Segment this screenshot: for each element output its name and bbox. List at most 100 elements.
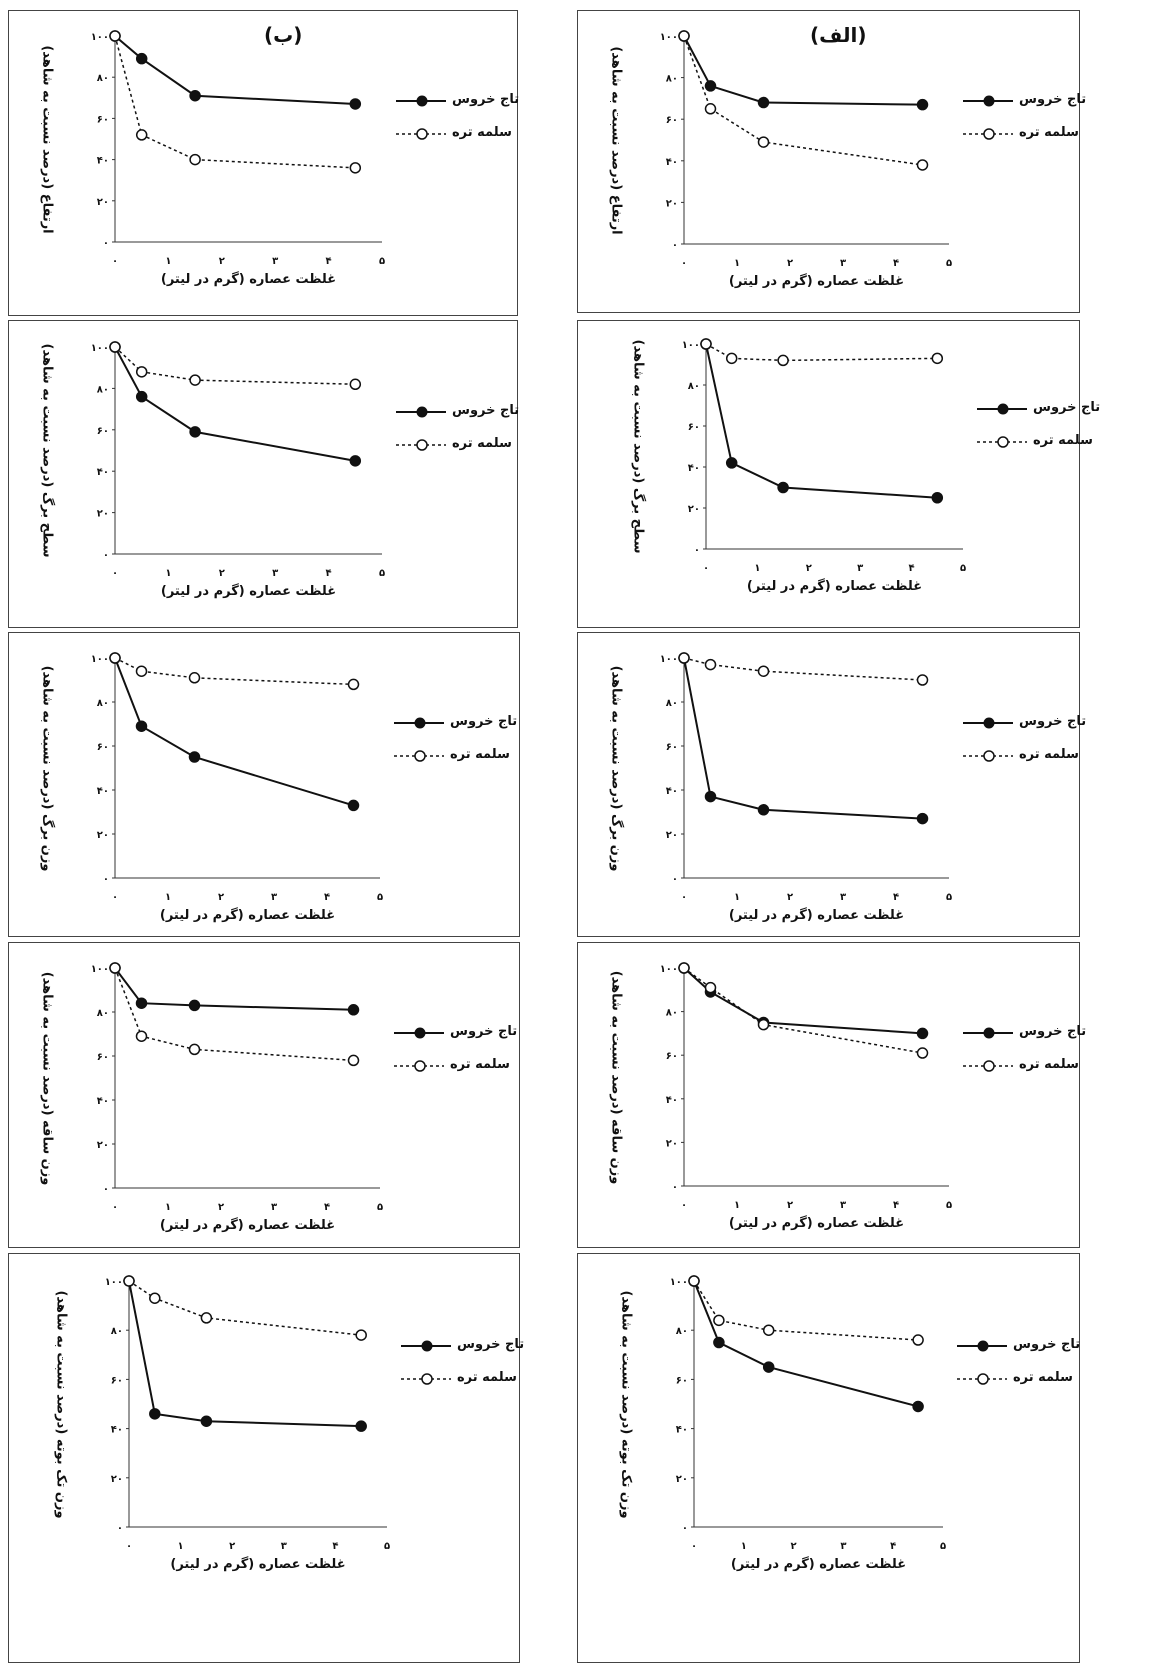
chart-svg: ۰ ۲۰ ۴۰ ۶۰ ۸۰ ۱۰۰ ۰ ۱ ۲ ۳ ۴ ۵: [91, 652, 444, 903]
y-tick-label: ۶۰: [666, 115, 678, 126]
x-tick-label: ۱: [165, 892, 171, 903]
legend-marker-taj-khoros: [997, 403, 1009, 415]
x-axis-label: غلظت عصاره (گرم در لیتر): [160, 272, 337, 287]
series-line-salmeh-tareh: [693, 1280, 919, 1341]
y-tick-label: ۴۰: [666, 1095, 678, 1106]
data-point-taj-khoros: [189, 426, 201, 438]
x-tick-label: ۲: [218, 892, 224, 903]
y-tick-label: ۰: [694, 545, 700, 556]
series-line-taj-khoros: [114, 346, 356, 462]
y-tick-label: ۸۰: [97, 384, 109, 395]
y-tick-label: ۰: [672, 874, 678, 885]
series-line-salmeh-tareh: [128, 1280, 362, 1336]
x-axis-label: غلظت عصاره (گرم در لیتر): [159, 908, 336, 923]
y-tick-label: ۲۰: [97, 509, 109, 520]
x-axis-label: غلظت عصاره (گرم در لیتر): [159, 1218, 336, 1233]
data-point-salmeh-tareh: [135, 1030, 148, 1042]
data-point-taj-khoros: [355, 1420, 367, 1432]
legend-label-salmeh-tareh: سلمه تره: [450, 747, 510, 762]
chart-panel-r5: ۰ ۲۰ ۴۰ ۶۰ ۸۰ ۱۰۰ ۰ ۱ ۲ ۳ ۴ ۵ تاج خروس سلمه تره غلظت ع…: [577, 1253, 1080, 1663]
data-point-taj-khoros: [189, 89, 201, 102]
data-point-salmeh-tareh: [149, 1292, 161, 1304]
x-tick-label: ۴: [326, 256, 332, 267]
y-tick-label: ۰: [682, 1523, 688, 1534]
data-point-salmeh-tareh: [757, 136, 770, 148]
y-tick-label: ۴۰: [97, 786, 109, 797]
data-point-taj-khoros: [912, 1400, 924, 1413]
legend-marker-salmeh-tareh: [997, 436, 1009, 448]
y-tick-label: ۱۰۰: [660, 654, 678, 665]
legend-label-taj-khoros: تاج خروس: [457, 1337, 525, 1352]
y-tick-label: ۱۰۰: [660, 32, 678, 43]
data-point-salmeh-tareh: [123, 1275, 135, 1287]
x-tick-label: ۰: [112, 892, 118, 903]
data-point-taj-khoros: [200, 1415, 213, 1427]
data-point-taj-khoros: [188, 999, 201, 1012]
data-point-salmeh-tareh: [704, 658, 717, 671]
data-point-taj-khoros: [188, 751, 201, 763]
x-tick-label: ۵: [960, 563, 966, 574]
y-tick-label: ۲۰: [688, 504, 700, 515]
legend-marker-salmeh-tareh: [983, 128, 995, 140]
y-tick-label: ۶۰: [676, 1375, 688, 1386]
legend-label-salmeh-tareh: سلمه تره: [1019, 747, 1079, 762]
legend-label-taj-khoros: تاج خروس: [450, 1024, 518, 1039]
y-tick-label: ۲۰: [111, 1474, 123, 1485]
x-tick-label: ۰: [681, 892, 687, 903]
legend-label-taj-khoros: تاج خروس: [1019, 714, 1087, 729]
legend-label-salmeh-tareh: سلمه تره: [450, 1057, 510, 1072]
y-tick-label: ۲۰: [666, 830, 678, 841]
x-tick-label: ۵: [379, 568, 385, 579]
chart-svg: ۰ ۲۰ ۴۰ ۶۰ ۸۰ ۱۰۰ ۰ ۱ ۲ ۳ ۴ ۵: [660, 652, 1013, 903]
x-tick-label: ۲: [787, 1200, 793, 1211]
y-tick-label: ۶۰: [97, 1052, 109, 1063]
data-point-taj-khoros: [135, 52, 148, 65]
x-axis-label: غلظت عصاره (گرم در لیتر): [728, 908, 905, 923]
series-line-salmeh-tareh: [683, 967, 923, 1054]
x-tick-label: ۰: [681, 258, 687, 269]
chart-svg: ۰ ۲۰ ۴۰ ۶۰ ۸۰ ۱۰۰ ۰ ۱ ۲ ۳ ۴ ۵: [105, 1275, 451, 1552]
data-point-salmeh-tareh: [135, 665, 148, 677]
x-tick-label: ۳: [281, 1541, 287, 1552]
x-axis-label: غلظت عصاره (گرم در لیتر): [160, 584, 337, 599]
y-tick-label: ۲۰: [97, 1140, 109, 1151]
y-axis-label: سطح برگ (درصد نسبت به شاهد): [630, 339, 646, 554]
x-tick-label: ۰: [112, 1202, 118, 1213]
y-tick-label: ۴۰: [688, 463, 700, 474]
legend-label-taj-khoros: تاج خروس: [452, 92, 520, 107]
y-tick-label: ۰: [103, 874, 109, 885]
data-point-salmeh-tareh: [188, 1043, 201, 1056]
y-tick-label: ۴۰: [97, 467, 109, 478]
x-tick-label: ۳: [271, 892, 277, 903]
legend-label-taj-khoros: تاج خروس: [1013, 1337, 1081, 1352]
data-point-salmeh-tareh: [916, 159, 929, 171]
data-point-salmeh-tareh: [678, 30, 690, 42]
legend-label-salmeh-tareh: سلمه تره: [457, 1370, 517, 1385]
y-tick-label: ۶۰: [666, 742, 678, 753]
data-point-taj-khoros: [704, 790, 717, 803]
chart-panel-l1: (ب) ۰ ۲۰ ۴۰ ۶۰ ۸۰ ۱۰۰ ۰ ۱ ۲ ۳ ۴ ۵ تاج خروس سلمه تره غلظ…: [8, 10, 520, 316]
data-point-salmeh-tareh: [135, 366, 148, 378]
x-tick-label: ۵: [384, 1541, 390, 1552]
series-line-salmeh-tareh: [114, 35, 356, 169]
y-tick-label: ۴۰: [97, 1096, 109, 1107]
chart-panel-l5: ۰ ۲۰ ۴۰ ۶۰ ۸۰ ۱۰۰ ۰ ۱ ۲ ۳ ۴ ۵ تاج خروس سلمه تره غلظت ع…: [8, 1253, 524, 1663]
data-point-salmeh-tareh: [916, 674, 929, 686]
x-tick-label: ۰: [703, 563, 709, 574]
x-tick-label: ۳: [840, 258, 846, 269]
x-tick-label: ۲: [791, 1541, 797, 1552]
panel-letter-label: (ب): [264, 23, 303, 47]
chart-panel-r1: (الف) ۰ ۲۰ ۴۰ ۶۰ ۸۰ ۱۰۰ ۰ ۱ ۲ ۳ ۴ ۵ تاج خروس سلمه تره غ…: [577, 10, 1086, 313]
series-line-taj-khoros: [114, 657, 354, 807]
data-point-salmeh-tareh: [355, 1329, 367, 1341]
legend-marker-taj-khoros: [414, 1027, 426, 1039]
data-point-taj-khoros: [713, 1336, 725, 1349]
series-line-salmeh-tareh: [114, 346, 356, 386]
data-point-taj-khoros: [916, 812, 929, 825]
y-tick-label: ۲۰: [676, 1474, 688, 1485]
data-point-salmeh-tareh: [188, 672, 201, 684]
series-line-salmeh-tareh: [114, 657, 354, 686]
data-point-salmeh-tareh: [109, 30, 121, 42]
x-tick-label: ۱: [734, 892, 740, 903]
legend-marker-salmeh-tareh: [414, 750, 426, 762]
